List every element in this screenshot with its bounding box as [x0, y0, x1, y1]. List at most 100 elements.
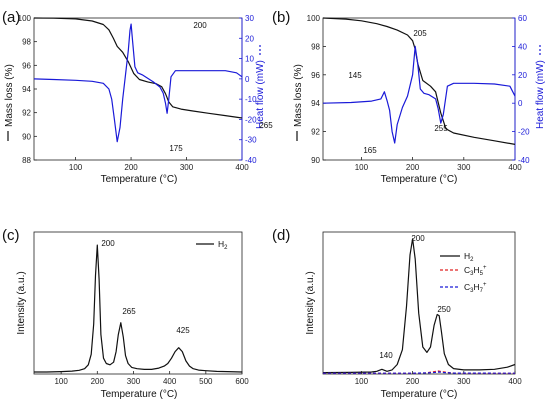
plot-frame-a: [33, 17, 243, 161]
x-axis-label-b: Temperature (°C): [381, 174, 458, 185]
x-tick-label: 500: [199, 377, 213, 386]
y-tick-label: 90: [22, 132, 31, 141]
annotation-d-140: 140: [379, 351, 393, 360]
legend-d-c3h5-label: C3H5+: [464, 265, 487, 277]
y-tick-label: 90: [311, 156, 320, 165]
x-tick-label: 400: [235, 163, 249, 172]
legend-d-c3h7-label: C3H7+: [464, 282, 487, 294]
y-axis-label-a: Mass loss (%): [4, 64, 15, 127]
legend-d: H2 C3H5+ C3H7+: [440, 251, 487, 294]
y-tick-label: 92: [22, 109, 31, 118]
y2-tick-label: -10: [245, 95, 257, 104]
x-axis-label-c: Temperature (°C): [101, 389, 178, 400]
x-tick-label: 200: [91, 377, 105, 386]
y2-tick-label: 60: [518, 14, 527, 23]
y2-tick-label: -30: [245, 136, 257, 145]
panel-a: (a) 100 200 300 400 88 90 92 94 96 98 100 -40 -30 -20…: [2, 9, 273, 185]
panel-d: (d) 100 200 300 400 Temperature (°C) Intens…: [272, 227, 522, 400]
plot-frame-b: [322, 17, 516, 161]
x-tick-label: 600: [235, 377, 249, 386]
y2-axis-label-a-group: Heat flow (mW): [255, 43, 266, 129]
x-tick-label: 400: [508, 163, 522, 172]
annotation-b-205: 205: [413, 29, 427, 38]
y-tick-label: 100: [18, 14, 32, 23]
annotation-a-175: 175: [169, 144, 183, 153]
y-tick-label: 96: [311, 71, 320, 80]
y2-tick-label: 40: [518, 42, 527, 51]
y2-tick-label: 10: [245, 55, 254, 64]
y2-tick-label: -40: [518, 156, 530, 165]
annotation-a-200: 200: [193, 21, 207, 30]
ticks-b: 100 200 300 400 90 92 94 96 98 100 -40 -20 0 20 40 60: [307, 14, 530, 172]
annotation-d-200: 200: [411, 234, 425, 243]
y-tick-label: 92: [311, 128, 320, 137]
annotation-c-265: 265: [122, 307, 136, 316]
x-tick-label: 100: [54, 377, 68, 386]
series-line-d-c3h7: [323, 371, 516, 374]
x-tick-label: 100: [69, 163, 83, 172]
y-axis-label-d: Intensity (a.u.): [305, 271, 316, 334]
legend-c-h2-label: H2: [218, 239, 228, 251]
y-tick-label: 94: [22, 85, 31, 94]
x-axis-label-d: Temperature (°C): [381, 389, 458, 400]
panel-b: (b) 100 200 300 400 90 92 94 96 98 100 -40 -20 0 20 40…: [272, 9, 546, 185]
ticks-a: 100 200 300 400 88 90 92 94 96 98 100 -40 -30 -20 -10 0…: [18, 14, 257, 172]
x-axis-label-a: Temperature (°C): [101, 174, 178, 185]
y-tick-label: 98: [311, 42, 320, 51]
y2-tick-label: -20: [518, 128, 530, 137]
y2-tick-label: 30: [245, 14, 254, 23]
y2-axis-label-a: Heat flow (mW): [255, 60, 266, 129]
y-tick-label: 88: [22, 156, 31, 165]
y-tick-label: 96: [22, 61, 31, 70]
panel-label-d: (d): [272, 227, 290, 244]
y2-tick-label: -40: [245, 156, 257, 165]
y2-axis-label-b: Heat flow (mW): [535, 60, 546, 129]
series-line-d-h2: [322, 238, 516, 374]
series-line-a-heat-flow: [33, 23, 243, 143]
lines-a: [33, 17, 243, 143]
y2-tick-label: -20: [245, 115, 257, 124]
ticks-d: 100 200 300 400: [355, 371, 522, 386]
y-tick-label: 94: [311, 99, 320, 108]
lines-c: [34, 244, 243, 373]
y-tick-label: 98: [22, 38, 31, 47]
annotation-b-165: 165: [363, 146, 377, 155]
series-line-b-heat-flow: [322, 45, 516, 144]
x-tick-label: 300: [457, 163, 471, 172]
panel-label-c: (c): [2, 227, 20, 244]
legend-c: H2: [196, 239, 228, 251]
panel-label-b: (b): [272, 9, 290, 26]
y-axis-label-b-group: Mass loss (%): [293, 64, 304, 141]
panel-label-a: (a): [2, 9, 20, 26]
annotation-b-255: 255: [434, 124, 448, 133]
x-tick-label: 300: [127, 377, 141, 386]
annotation-c-425: 425: [176, 326, 190, 335]
y-tick-label: 100: [307, 14, 321, 23]
y-axis-label-a-group: Mass loss (%): [4, 64, 15, 141]
annotation-a-265: 265: [259, 121, 273, 130]
x-tick-label: 200: [406, 377, 420, 386]
x-tick-label: 200: [124, 163, 138, 172]
lines-b: [322, 17, 516, 145]
annotation-b-145: 145: [348, 71, 362, 80]
plot-frame-c: [33, 231, 243, 375]
legend-d-h2-label: H2: [464, 251, 474, 263]
y-axis-label-c: Intensity (a.u.): [16, 271, 27, 334]
ticks-c: 100 200 300 400 500 600: [54, 371, 249, 386]
series-line-c-h2: [34, 244, 243, 373]
annotation-c-200: 200: [101, 239, 115, 248]
series-line-a-mass-loss: [33, 17, 243, 119]
panel-c: (c) 100 200 300 400 500 600 Temperature (°C) …: [2, 227, 249, 400]
x-tick-label: 300: [180, 163, 194, 172]
x-tick-label: 300: [457, 377, 471, 386]
annotation-d-250: 250: [437, 305, 451, 314]
y2-tick-label: 20: [518, 71, 527, 80]
x-tick-label: 200: [406, 163, 420, 172]
x-tick-label: 100: [355, 163, 369, 172]
plot-frame-d: [322, 231, 516, 375]
y2-axis-label-b-group: Heat flow (mW): [535, 43, 546, 129]
x-tick-label: 400: [163, 377, 177, 386]
y2-tick-label: 0: [518, 99, 523, 108]
y-axis-label-b: Mass loss (%): [293, 64, 304, 127]
